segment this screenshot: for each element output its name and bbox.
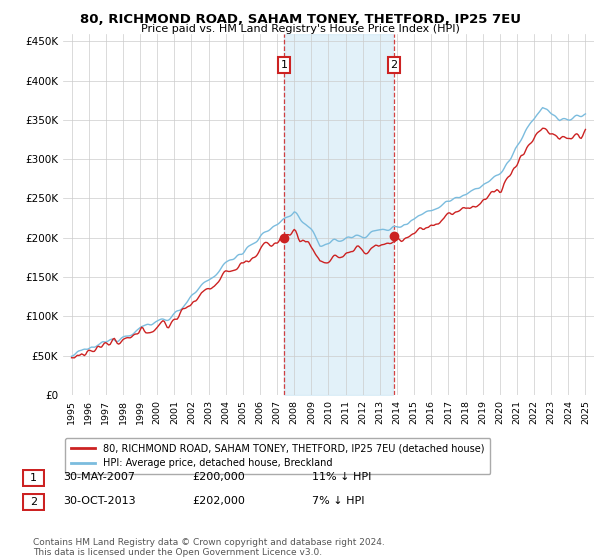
Text: £200,000: £200,000 — [192, 472, 245, 482]
Text: 30-OCT-2013: 30-OCT-2013 — [63, 496, 136, 506]
Text: 2: 2 — [30, 497, 37, 507]
Text: £202,000: £202,000 — [192, 496, 245, 506]
Text: 11% ↓ HPI: 11% ↓ HPI — [312, 472, 371, 482]
Text: Price paid vs. HM Land Registry's House Price Index (HPI): Price paid vs. HM Land Registry's House … — [140, 24, 460, 34]
Legend: 80, RICHMOND ROAD, SAHAM TONEY, THETFORD, IP25 7EU (detached house), HPI: Averag: 80, RICHMOND ROAD, SAHAM TONEY, THETFORD… — [65, 437, 490, 474]
FancyBboxPatch shape — [23, 470, 44, 486]
FancyBboxPatch shape — [23, 494, 44, 510]
Text: 1: 1 — [30, 473, 37, 483]
Text: 2: 2 — [391, 60, 398, 70]
Text: 80, RICHMOND ROAD, SAHAM TONEY, THETFORD, IP25 7EU: 80, RICHMOND ROAD, SAHAM TONEY, THETFORD… — [79, 13, 521, 26]
Text: Contains HM Land Registry data © Crown copyright and database right 2024.
This d: Contains HM Land Registry data © Crown c… — [33, 538, 385, 557]
Text: 30-MAY-2007: 30-MAY-2007 — [63, 472, 135, 482]
Text: 7% ↓ HPI: 7% ↓ HPI — [312, 496, 365, 506]
Text: 1: 1 — [281, 60, 287, 70]
